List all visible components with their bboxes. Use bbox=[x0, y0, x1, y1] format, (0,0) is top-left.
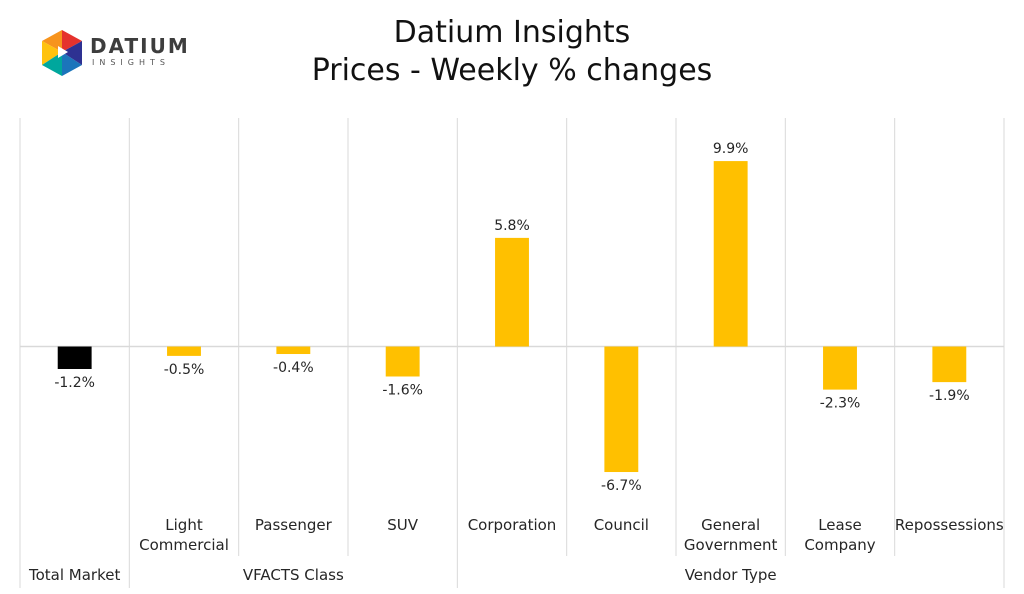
chart-subtitle: Prices - Weekly % changes bbox=[311, 53, 713, 88]
data-label: -0.4% bbox=[273, 360, 314, 376]
bar bbox=[823, 346, 857, 390]
category-label: Corporation bbox=[468, 516, 557, 534]
data-label: -1.2% bbox=[54, 375, 95, 391]
category-label: Council bbox=[594, 516, 649, 534]
category-label: Lease bbox=[818, 516, 862, 534]
datium-logo-icon bbox=[42, 30, 82, 76]
category-label: Passenger bbox=[255, 516, 333, 534]
data-label: -6.7% bbox=[601, 478, 642, 494]
category-label: General bbox=[701, 516, 760, 534]
category-label: Light bbox=[165, 516, 203, 534]
logo-word: DATIUM bbox=[90, 34, 190, 58]
bar bbox=[385, 346, 420, 377]
data-label: -2.3% bbox=[820, 396, 861, 412]
data-label: -0.5% bbox=[164, 362, 205, 378]
group-label: VFACTS Class bbox=[243, 566, 344, 584]
category-label: Repossessions bbox=[895, 516, 1004, 534]
category-label: SUV bbox=[387, 516, 419, 534]
logo-subtitle: INSIGHTS bbox=[92, 58, 170, 67]
data-label: 9.9% bbox=[713, 141, 749, 157]
bar bbox=[57, 346, 92, 370]
data-label: -1.6% bbox=[382, 382, 423, 398]
bar bbox=[495, 237, 529, 347]
data-label: -1.9% bbox=[929, 388, 970, 404]
category-label: Government bbox=[684, 536, 778, 554]
bar bbox=[276, 346, 311, 355]
group-label: Vendor Type bbox=[685, 566, 777, 584]
group-label: Total Market bbox=[28, 566, 120, 584]
chart-title: Datium Insights bbox=[393, 15, 631, 50]
category-label: Commercial bbox=[139, 536, 229, 554]
chart-title-block: Datium Insights Prices - Weekly % change… bbox=[0, 14, 1024, 90]
bar bbox=[713, 161, 748, 347]
datium-logo: DATIUM INSIGHTS bbox=[38, 28, 188, 78]
data-label: 5.8% bbox=[494, 218, 530, 234]
bar bbox=[604, 346, 639, 473]
bar bbox=[932, 346, 967, 383]
bar bbox=[167, 346, 201, 356]
category-label: Company bbox=[804, 536, 875, 554]
